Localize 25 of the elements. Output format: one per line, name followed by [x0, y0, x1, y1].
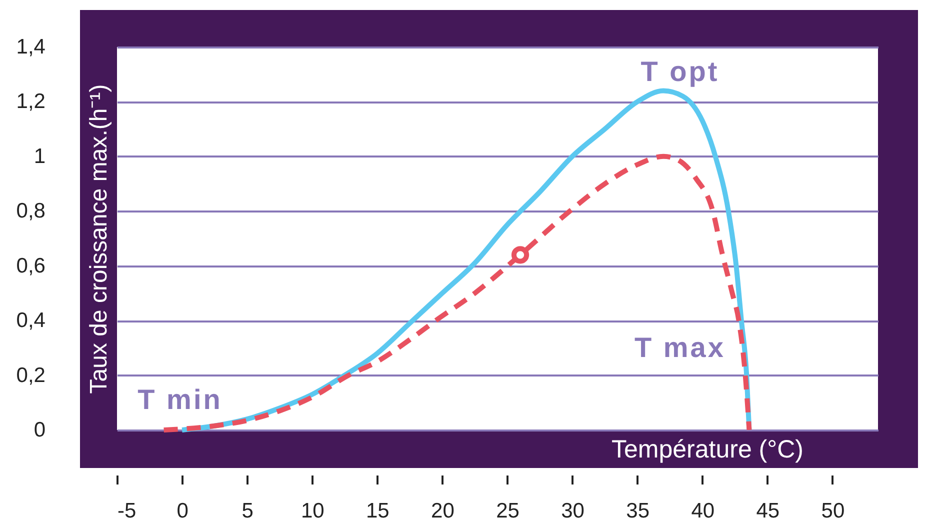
- x-tick-label: 5: [242, 500, 254, 522]
- x-tick-label: 20: [431, 500, 454, 522]
- annotation: T opt: [640, 56, 720, 88]
- x-tick-label: 10: [300, 500, 324, 522]
- x-tick-label: 30: [561, 500, 584, 522]
- x-axis-title: Température (°C): [612, 436, 804, 464]
- y-tick-label: 0,4: [16, 309, 46, 332]
- annotation: T min: [138, 384, 222, 416]
- x-tick-label: 25: [496, 500, 520, 522]
- y-axis-title: Taux de croissance max.(h⁻¹): [86, 84, 112, 394]
- x-tick-label: 0: [176, 500, 188, 522]
- y-tick-label: 0: [34, 418, 46, 442]
- x-tick-label: 50: [821, 500, 845, 522]
- x-tick-label: 15: [366, 500, 390, 522]
- x-tick-label: 40: [691, 500, 715, 522]
- x-tick-label: 35: [626, 500, 650, 522]
- annotation: T max: [634, 332, 726, 364]
- y-tick-label: 0,6: [16, 254, 46, 278]
- y-tick-label: 1,2: [16, 90, 46, 114]
- y-tick-label: 0,8: [16, 200, 46, 223]
- y-tick-label: 1,4: [16, 36, 46, 58]
- x-tick-label: 45: [756, 500, 780, 522]
- x-tick-label: -5: [118, 500, 136, 522]
- y-tick-label: 1: [34, 144, 46, 168]
- y-tick-label: 0,2: [16, 364, 46, 387]
